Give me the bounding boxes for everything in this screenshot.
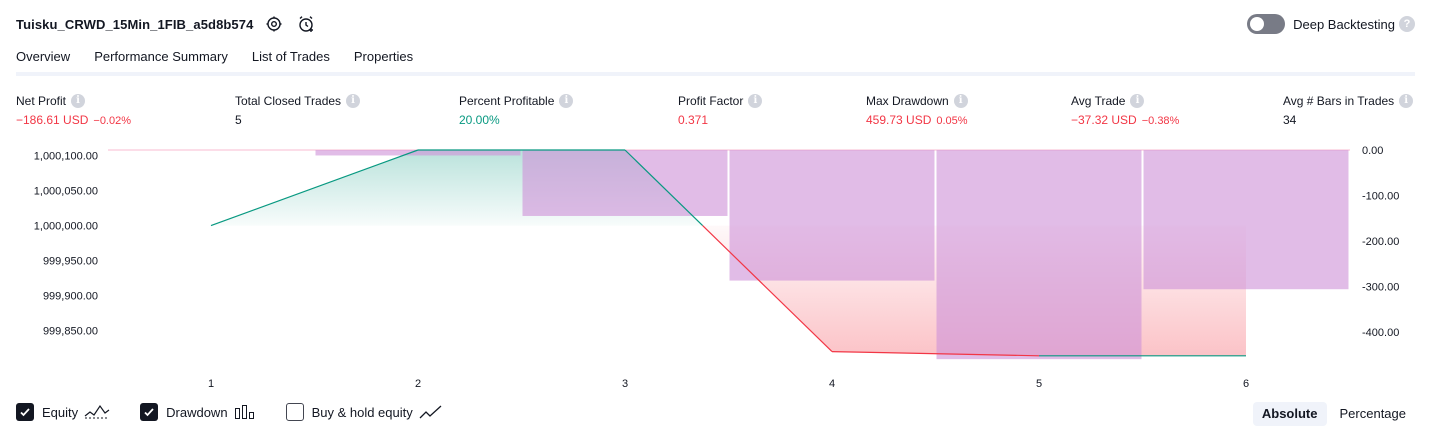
strategy-title: Tuisku_CRWD_15Min_1FIB_a5d8b574 xyxy=(16,16,254,32)
metrics-row: Net Profit −186.61 USD −0.02% Total Close… xyxy=(0,94,1431,130)
legend-drawdown[interactable]: Drawdown xyxy=(140,403,255,421)
metric-value: 0.371 xyxy=(678,113,709,127)
metric-max-drawdown: Max Drawdown 459.73 USD 0.05% xyxy=(866,94,968,127)
deep-backtesting-label: Deep Backtesting xyxy=(1293,16,1395,32)
buy-hold-checkbox[interactable] xyxy=(285,403,304,421)
right-axis-tick-label: -400.00 xyxy=(1362,327,1399,339)
x-axis-tick-label: 4 xyxy=(829,378,835,390)
legend-label: Buy & hold equity xyxy=(311,404,413,420)
legend-label: Drawdown xyxy=(166,404,228,420)
right-axis-tick-label: 0.00 xyxy=(1362,145,1383,157)
deep-backtesting-toggle[interactable] xyxy=(1247,14,1286,34)
right-axis-tick-label: -200.00 xyxy=(1362,236,1399,248)
equity-drawdown-chart[interactable]: 1,000,100.00 1,000,050.00 1,000,000.00 999,… xyxy=(0,140,1431,392)
metric-avg-bars-in-trades: Avg # Bars in Trades 34 xyxy=(1283,94,1414,127)
strategy-header: Tuisku_CRWD_15Min_1FIB_a5d8b574 xyxy=(16,12,317,36)
drawdown-bars-icon xyxy=(234,404,256,420)
info-icon[interactable] xyxy=(1130,94,1145,108)
metric-percent: −0.38% xyxy=(1141,115,1180,127)
x-axis-tick-label: 2 xyxy=(415,378,421,390)
tab-overview[interactable]: Overview xyxy=(16,46,71,75)
legend-label: Equity xyxy=(42,404,79,420)
metric-label: Percent Profitable xyxy=(459,94,555,108)
tab-list-of-trades[interactable]: List of Trades xyxy=(251,49,330,64)
tabs-divider xyxy=(16,72,1415,76)
equity-line-segment xyxy=(624,149,704,227)
report-tabs: Overview Performance Summary List of Tra… xyxy=(16,46,437,75)
metric-value: 459.73 USD xyxy=(866,113,932,127)
info-icon[interactable] xyxy=(346,94,361,108)
metric-net-profit: Net Profit −186.61 USD −0.02% xyxy=(16,94,131,127)
deep-backtesting: Deep Backtesting ? xyxy=(1247,12,1415,36)
info-icon[interactable] xyxy=(559,94,574,108)
metric-percent: 0.05% xyxy=(936,115,968,127)
info-icon[interactable] xyxy=(953,94,968,108)
legend-buy-hold[interactable]: Buy & hold equity xyxy=(285,403,443,421)
metric-label: Net Profit xyxy=(16,94,67,108)
metric-label: Avg # Bars in Trades xyxy=(1283,94,1395,108)
gear-icon[interactable] xyxy=(263,13,285,35)
metric-total-closed-trades: Total Closed Trades 5 xyxy=(235,94,361,127)
chart-legend: Equity Drawdown Buy & hold equity xyxy=(16,403,473,421)
metric-label: Max Drawdown xyxy=(866,94,949,108)
left-axis-tick-label: 1,000,050.00 xyxy=(34,186,98,198)
drawdown-bar xyxy=(522,150,728,216)
metric-percent: −0.02% xyxy=(93,115,132,127)
info-icon[interactable] xyxy=(1399,94,1414,108)
drawdown-bar xyxy=(315,150,521,156)
metric-value: −37.32 USD xyxy=(1071,113,1137,127)
metric-label: Profit Factor xyxy=(678,94,744,108)
info-icon[interactable] xyxy=(748,94,763,108)
equity-line-icon xyxy=(84,404,110,420)
percentage-mode-button[interactable]: Percentage xyxy=(1339,406,1407,421)
equity-line-segment xyxy=(831,351,1040,357)
metric-label: Avg Trade xyxy=(1071,94,1126,108)
drawdown-checkbox[interactable] xyxy=(140,403,159,421)
metric-value: 5 xyxy=(235,113,242,127)
left-axis-tick-label: 1,000,100.00 xyxy=(34,151,98,163)
buy-hold-line-icon xyxy=(419,404,443,420)
metric-value: 20.00% xyxy=(459,113,500,127)
metric-value: 34 xyxy=(1283,113,1297,127)
right-axis-tick-label: -100.00 xyxy=(1362,191,1399,203)
legend-equity[interactable]: Equity xyxy=(16,403,110,421)
x-axis-tick-label: 5 xyxy=(1036,378,1042,390)
metric-value: −186.61 USD xyxy=(16,113,89,127)
left-axis-tick-label: 999,900.00 xyxy=(43,291,98,303)
alarm-add-icon[interactable] xyxy=(295,13,317,35)
equity-line-segment xyxy=(702,225,833,353)
metric-avg-trade: Avg Trade −37.32 USD −0.38% xyxy=(1071,94,1179,127)
x-axis-tick-label: 1 xyxy=(208,378,214,390)
left-axis-tick-label: 999,850.00 xyxy=(43,326,98,338)
equity-checkbox[interactable] xyxy=(16,403,34,421)
tab-performance-summary[interactable]: Performance Summary xyxy=(94,49,228,64)
x-axis-tick-label: 3 xyxy=(622,378,628,390)
drawdown-bar xyxy=(936,150,1142,360)
display-mode-switch: Absolute Percentage xyxy=(1249,402,1415,426)
info-icon[interactable] xyxy=(71,94,86,108)
left-axis-tick-label: 1,000,000.00 xyxy=(34,221,98,233)
tab-properties[interactable]: Properties xyxy=(353,49,414,64)
toggle-knob xyxy=(1250,17,1265,31)
metric-label: Total Closed Trades xyxy=(235,94,342,108)
left-axis-tick-label: 999,950.00 xyxy=(43,256,98,268)
metric-profit-factor: Profit Factor 0.371 xyxy=(678,94,763,127)
equity-line-segment xyxy=(210,149,419,227)
help-icon[interactable]: ? xyxy=(1399,16,1415,32)
metric-percent-profitable: Percent Profitable 20.00% xyxy=(459,94,574,127)
drawdown-bar xyxy=(729,150,935,281)
drawdown-bar xyxy=(1143,150,1349,290)
x-axis-tick-label: 6 xyxy=(1243,378,1249,390)
absolute-mode-button[interactable]: Absolute xyxy=(1252,402,1327,426)
right-axis-tick-label: -300.00 xyxy=(1362,282,1399,294)
